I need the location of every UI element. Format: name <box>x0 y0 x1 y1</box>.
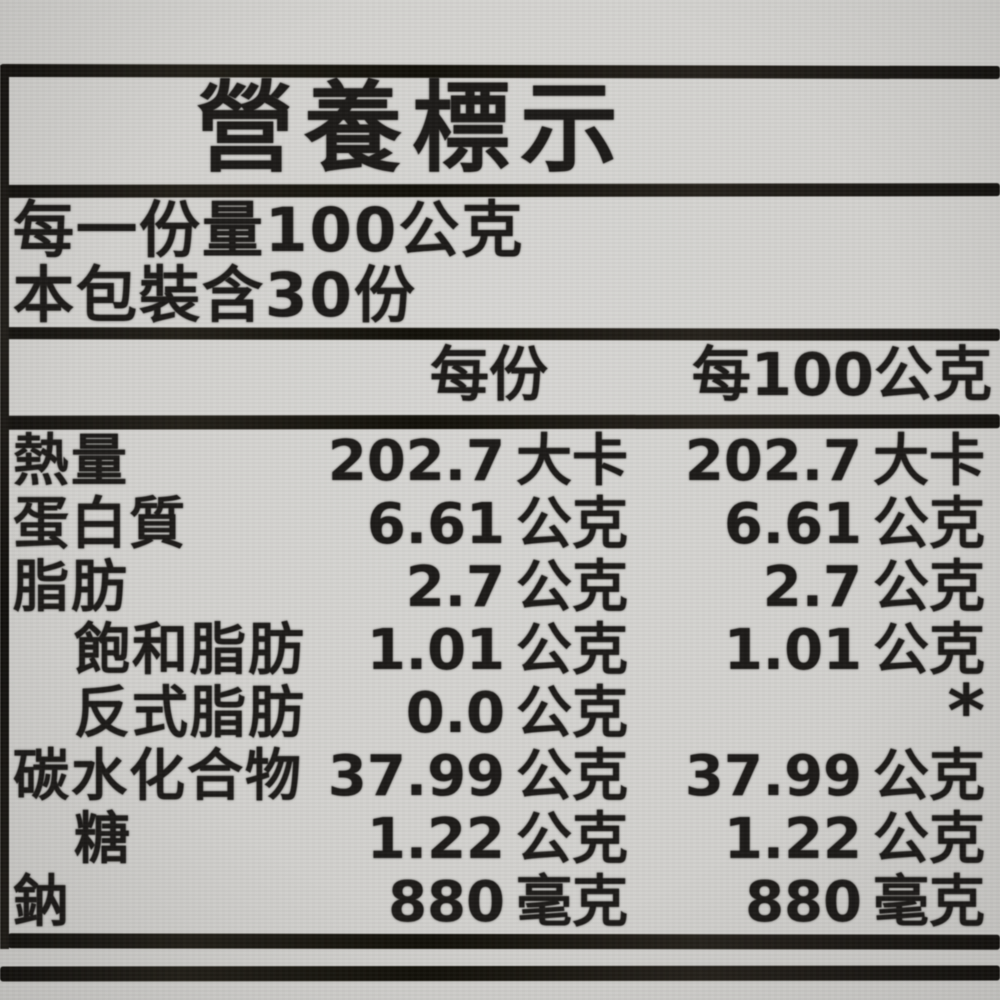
label-title: 營養標示 <box>196 72 629 186</box>
nutrition-row-fat: 脂肪 2.7 公克 2.7 公克 <box>0 556 1000 619</box>
per-serving-unit: 公克 <box>516 555 628 620</box>
per-serving-unit: 公克 <box>516 744 628 809</box>
per-serving-unit: 公克 <box>516 807 628 872</box>
per-serving-value: 2.7 <box>405 555 505 620</box>
nutrition-table: 熱量 202.7 大卡 202.7 大卡 蛋白質 6.61 公克 6.61 公克 脂肪 … <box>0 430 1000 934</box>
nutrition-row-trans-fat: 反式脂肪 0.0 公克 * <box>0 675 1000 747</box>
column-header-row: 每份 每100公克 <box>0 344 1000 406</box>
per-serving-value: 1.22 <box>366 807 505 872</box>
per-100g-value: 202.7 <box>684 429 862 494</box>
nutrient-label: 蛋白質 <box>13 492 187 557</box>
column-header-per-serving: 每份 <box>429 340 548 409</box>
label-left-border <box>0 65 9 949</box>
per-100g-value: 6.61 <box>723 492 862 557</box>
per-100g-unit: 公克 <box>873 555 985 620</box>
per-serving-unit: 公克 <box>516 681 628 746</box>
nutrient-label: 反式脂肪 <box>74 681 306 746</box>
per-100g-unit: 公克 <box>873 618 985 683</box>
per-serving-value: 37.99 <box>327 744 505 809</box>
nutrient-label: 碳水化合物 <box>13 744 303 809</box>
nutrient-label: 飽和脂肪 <box>74 618 306 683</box>
nutrition-row-carbohydrate: 碳水化合物 37.99 公克 37.99 公克 <box>0 745 1000 808</box>
per-serving-value: 880 <box>388 870 505 935</box>
nutrition-row-protein: 蛋白質 6.61 公克 6.61 公克 <box>0 493 1000 556</box>
servings-per-package-line: 本包裝含30份 <box>13 260 417 331</box>
per-serving-unit: 大卡 <box>516 429 628 494</box>
serving-size-line: 每一份量100公克 <box>13 195 525 266</box>
per-100g-asterisk: * <box>947 669 985 753</box>
per-100g-unit: 公克 <box>873 807 985 872</box>
per-100g-unit: 大卡 <box>873 429 985 494</box>
per-100g-unit: 公克 <box>873 492 985 557</box>
per-100g-value: 37.99 <box>684 744 862 809</box>
label-outer-bottom-rule <box>0 965 1000 982</box>
per-serving-value: 6.61 <box>366 492 505 557</box>
serving-info: 每一份量100公克 本包裝含30份 <box>13 198 524 328</box>
per-100g-unit: 公克 <box>873 744 985 809</box>
per-100g-unit: 毫克 <box>873 870 985 935</box>
per-serving-unit: 公克 <box>516 492 628 557</box>
nutrient-label: 熱量 <box>13 429 129 494</box>
nutrition-row-sodium: 鈉 880 毫克 880 毫克 <box>0 871 1000 934</box>
per-100g-value: 2.7 <box>762 555 862 620</box>
nutrient-label: 糖 <box>74 807 132 872</box>
table-bottom-rule <box>7 933 1000 950</box>
nutrition-row-calories: 熱量 202.7 大卡 202.7 大卡 <box>0 430 1000 493</box>
nutrient-label: 脂肪 <box>13 555 129 620</box>
per-serving-value: 202.7 <box>327 429 505 494</box>
per-100g-value: 1.22 <box>723 807 862 872</box>
per-serving-value: 1.01 <box>366 618 505 683</box>
per-serving-unit: 毫克 <box>516 870 628 935</box>
per-serving-value: 0.0 <box>405 681 505 746</box>
nutrition-row-saturated-fat: 飽和脂肪 1.01 公克 1.01 公克 <box>0 619 1000 682</box>
column-header-per-100g: 每100公克 <box>691 340 992 409</box>
per-100g-value: 880 <box>745 870 862 935</box>
per-serving-unit: 公克 <box>516 618 628 683</box>
nutrient-label: 鈉 <box>13 870 71 935</box>
header-bottom-rule <box>0 414 1000 430</box>
per-100g-value: 1.01 <box>723 618 862 683</box>
nutrition-row-sugar: 糖 1.22 公克 1.22 公克 <box>0 808 1000 871</box>
